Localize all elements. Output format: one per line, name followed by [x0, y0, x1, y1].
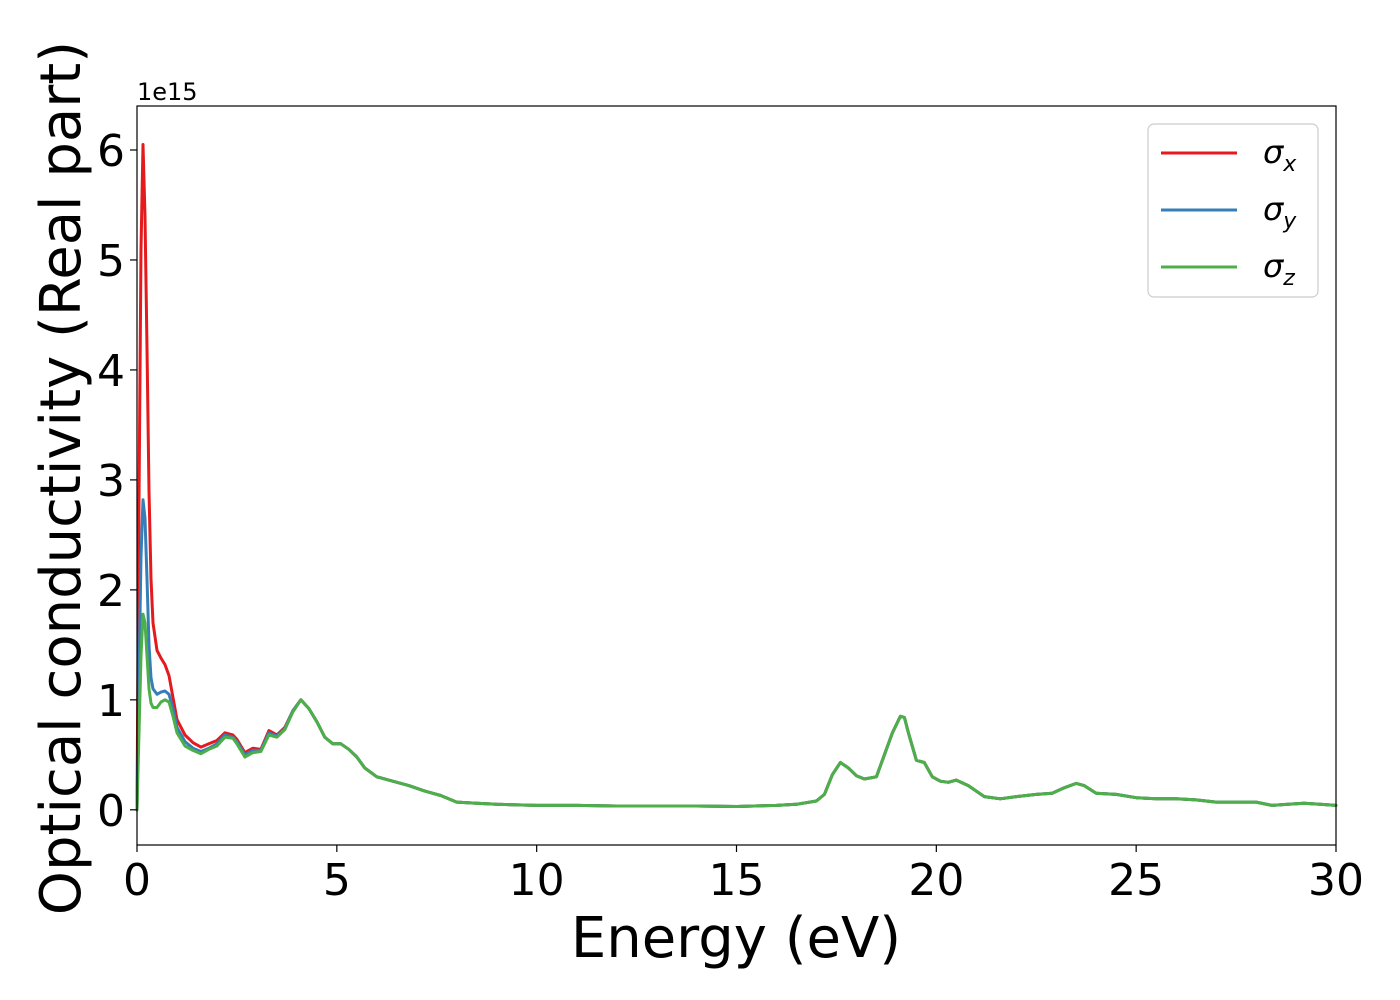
- y-tick-label: 0: [97, 786, 125, 837]
- x-tick-label: 15: [709, 855, 765, 906]
- x-axis: 0 5 10 15 20 25 30: [123, 845, 1364, 906]
- series-layer: [135, 143, 1338, 812]
- x-tick-label: 25: [1108, 855, 1164, 906]
- y-tick-label: 2: [97, 566, 125, 617]
- legend-label-y: σy: [1263, 190, 1297, 234]
- x-tick-label: 0: [123, 855, 151, 906]
- y-tick-label: 6: [97, 126, 125, 177]
- legend: σx σy σz: [1147, 123, 1319, 298]
- series-line-z: [135, 612, 1338, 812]
- x-tick-label: 20: [908, 855, 964, 906]
- plot-background: [137, 106, 1336, 845]
- y-tick-label: 1: [97, 676, 125, 727]
- y-offset-label: 1e15: [137, 78, 198, 106]
- y-tick-label: 4: [97, 346, 125, 397]
- legend-label-z: σz: [1263, 247, 1295, 291]
- x-tick-label: 30: [1308, 855, 1364, 906]
- y-tick-label: 3: [97, 456, 125, 507]
- y-axis: 0 1 2 3 4 5 6: [97, 126, 137, 837]
- x-tick-label: 10: [509, 855, 565, 906]
- x-tick-label: 5: [323, 855, 351, 906]
- x-axis-label: Energy (eV): [571, 906, 901, 971]
- legend-label-x: σx: [1263, 133, 1297, 177]
- y-axis-label: Optical conductivity (Real part): [29, 41, 94, 915]
- y-tick-label: 5: [97, 236, 125, 287]
